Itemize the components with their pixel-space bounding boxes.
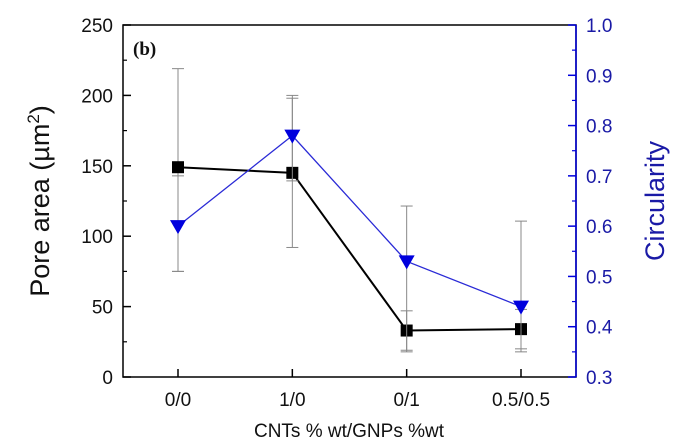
x-tick-label: 0.5/0.5 (492, 390, 550, 411)
data-point-triangle (284, 129, 301, 144)
y2-tick-label: 0.5 (586, 267, 612, 288)
panel-label: (b) (133, 39, 156, 60)
series-layer (170, 68, 529, 353)
y-tick-label: 100 (81, 227, 113, 248)
y2-tick-label: 0.4 (586, 318, 613, 339)
y-tick-label: 50 (92, 298, 113, 319)
series-line (177, 134, 522, 308)
x-axis-title: CNTs % wt/GNPs %wt (254, 421, 445, 442)
y2-tick-label: 1.0 (586, 16, 612, 37)
left-axis-ticks: 0 50 100 150 200 250 (81, 16, 131, 389)
right-axis-ticks: 0.3 0.4 0.5 0.6 0.7 0.8 0.9 1.0 (568, 16, 613, 389)
data-point-square (172, 161, 184, 174)
x-axis-ticks: 0/0 1/0 0/1 0.5/0.5 (165, 369, 550, 411)
y2-tick-label: 0.6 (586, 217, 612, 238)
y2-tick-label: 0.8 (586, 117, 612, 138)
y2-axis-title: Circularity (640, 140, 670, 261)
y2-tick-label: 0.9 (586, 66, 612, 87)
x-tick-label: 0/0 (165, 390, 191, 411)
y-axis-title: Pore area (µm2) (24, 105, 55, 297)
y-tick-label: 250 (81, 16, 113, 37)
y-tick-label: 150 (81, 157, 113, 178)
y-tick-label: 0 (102, 368, 113, 389)
x-tick-label: 1/0 (279, 390, 305, 411)
y2-tick-label: 0.7 (586, 167, 612, 188)
x-tick-label: 0/1 (393, 390, 419, 411)
data-point-triangle (398, 255, 415, 270)
y2-tick-label: 0.3 (586, 368, 612, 389)
plot-frame (122, 24, 577, 378)
data-point-triangle (513, 300, 529, 315)
y-tick-label: 200 (81, 86, 113, 107)
data-point-triangle (170, 220, 186, 235)
series-line (177, 166, 522, 332)
